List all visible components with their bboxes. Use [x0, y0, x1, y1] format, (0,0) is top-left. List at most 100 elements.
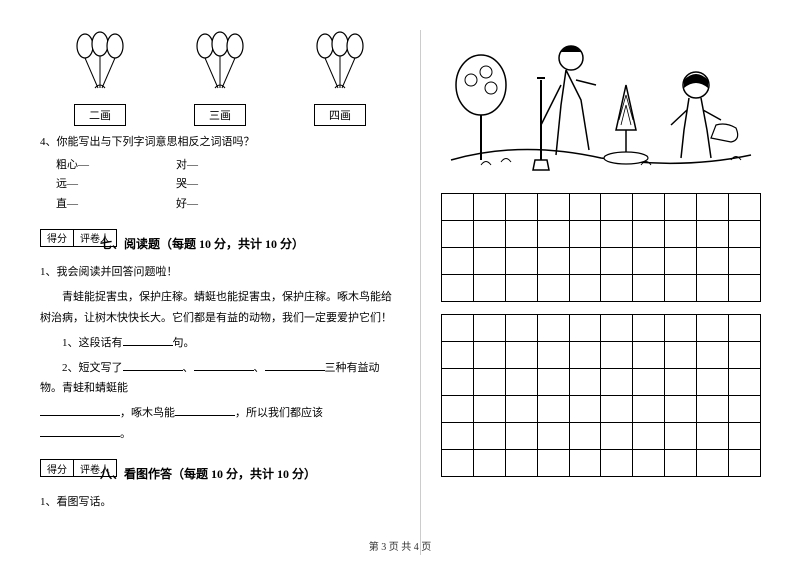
grid-cell[interactable] — [474, 275, 506, 302]
grid-cell[interactable] — [697, 194, 729, 221]
grid-cell[interactable] — [442, 450, 474, 477]
grid-cell[interactable] — [601, 450, 633, 477]
grid-cell[interactable] — [697, 450, 729, 477]
grid-cell[interactable] — [570, 450, 602, 477]
blank[interactable] — [40, 425, 120, 437]
grid-cell[interactable] — [570, 315, 602, 342]
grid-cell[interactable] — [474, 221, 506, 248]
grid-cell[interactable] — [570, 369, 602, 396]
grid-cell[interactable] — [442, 248, 474, 275]
grid-cell[interactable] — [633, 396, 665, 423]
grid-cell[interactable] — [570, 275, 602, 302]
grid-cell[interactable] — [601, 194, 633, 221]
grid-cell[interactable] — [538, 342, 570, 369]
grid-cell[interactable] — [729, 275, 761, 302]
grid-cell[interactable] — [601, 248, 633, 275]
grid-cell[interactable] — [474, 369, 506, 396]
grid-cell[interactable] — [570, 248, 602, 275]
grid-cell[interactable] — [442, 396, 474, 423]
grid-cell[interactable] — [538, 369, 570, 396]
blank[interactable] — [40, 404, 120, 416]
grid-cell[interactable] — [474, 423, 506, 450]
grid-cell[interactable] — [729, 450, 761, 477]
grid-cell[interactable] — [601, 275, 633, 302]
grid-cell[interactable] — [570, 396, 602, 423]
writing-grid-2[interactable] — [441, 314, 761, 477]
blank[interactable] — [123, 334, 173, 346]
grid-cell[interactable] — [506, 423, 538, 450]
grid-cell[interactable] — [442, 221, 474, 248]
grid-cell[interactable] — [633, 315, 665, 342]
grid-cell[interactable] — [506, 248, 538, 275]
grid-cell[interactable] — [665, 423, 697, 450]
grid-cell[interactable] — [474, 342, 506, 369]
grid-cell[interactable] — [442, 423, 474, 450]
grid-cell[interactable] — [633, 221, 665, 248]
grid-cell[interactable] — [729, 369, 761, 396]
grid-cell[interactable] — [442, 369, 474, 396]
grid-cell[interactable] — [633, 248, 665, 275]
grid-cell[interactable] — [601, 221, 633, 248]
grid-cell[interactable] — [442, 194, 474, 221]
grid-cell[interactable] — [538, 248, 570, 275]
grid-cell[interactable] — [633, 194, 665, 221]
grid-cell[interactable] — [633, 450, 665, 477]
grid-cell[interactable] — [538, 275, 570, 302]
grid-cell[interactable] — [538, 315, 570, 342]
grid-cell[interactable] — [665, 221, 697, 248]
grid-cell[interactable] — [570, 194, 602, 221]
grid-cell[interactable] — [665, 342, 697, 369]
grid-cell[interactable] — [729, 248, 761, 275]
grid-cell[interactable] — [474, 450, 506, 477]
grid-cell[interactable] — [633, 423, 665, 450]
grid-cell[interactable] — [697, 248, 729, 275]
grid-cell[interactable] — [697, 342, 729, 369]
grid-cell[interactable] — [665, 248, 697, 275]
grid-cell[interactable] — [442, 275, 474, 302]
grid-cell[interactable] — [697, 275, 729, 302]
grid-cell[interactable] — [697, 221, 729, 248]
blank[interactable] — [194, 359, 254, 371]
grid-cell[interactable] — [697, 315, 729, 342]
grid-cell[interactable] — [665, 315, 697, 342]
grid-cell[interactable] — [506, 369, 538, 396]
grid-cell[interactable] — [538, 423, 570, 450]
grid-cell[interactable] — [665, 450, 697, 477]
grid-cell[interactable] — [633, 342, 665, 369]
grid-cell[interactable] — [665, 369, 697, 396]
grid-cell[interactable] — [538, 450, 570, 477]
grid-cell[interactable] — [697, 369, 729, 396]
grid-cell[interactable] — [570, 342, 602, 369]
grid-cell[interactable] — [729, 315, 761, 342]
grid-cell[interactable] — [442, 342, 474, 369]
grid-cell[interactable] — [506, 450, 538, 477]
grid-cell[interactable] — [729, 194, 761, 221]
grid-cell[interactable] — [474, 248, 506, 275]
grid-cell[interactable] — [474, 315, 506, 342]
blank[interactable] — [265, 359, 325, 371]
grid-cell[interactable] — [506, 396, 538, 423]
grid-cell[interactable] — [729, 396, 761, 423]
grid-cell[interactable] — [506, 315, 538, 342]
grid-cell[interactable] — [729, 423, 761, 450]
blank[interactable] — [175, 404, 235, 416]
grid-cell[interactable] — [474, 194, 506, 221]
grid-cell[interactable] — [601, 396, 633, 423]
grid-cell[interactable] — [474, 396, 506, 423]
blank[interactable] — [123, 359, 183, 371]
grid-cell[interactable] — [633, 369, 665, 396]
grid-cell[interactable] — [506, 221, 538, 248]
grid-cell[interactable] — [442, 315, 474, 342]
grid-cell[interactable] — [729, 221, 761, 248]
writing-grid-1[interactable] — [441, 193, 761, 302]
grid-cell[interactable] — [601, 315, 633, 342]
grid-cell[interactable] — [601, 369, 633, 396]
grid-cell[interactable] — [729, 342, 761, 369]
grid-cell[interactable] — [506, 342, 538, 369]
grid-cell[interactable] — [570, 423, 602, 450]
grid-cell[interactable] — [697, 396, 729, 423]
grid-cell[interactable] — [538, 194, 570, 221]
grid-cell[interactable] — [538, 396, 570, 423]
grid-cell[interactable] — [506, 275, 538, 302]
grid-cell[interactable] — [665, 275, 697, 302]
